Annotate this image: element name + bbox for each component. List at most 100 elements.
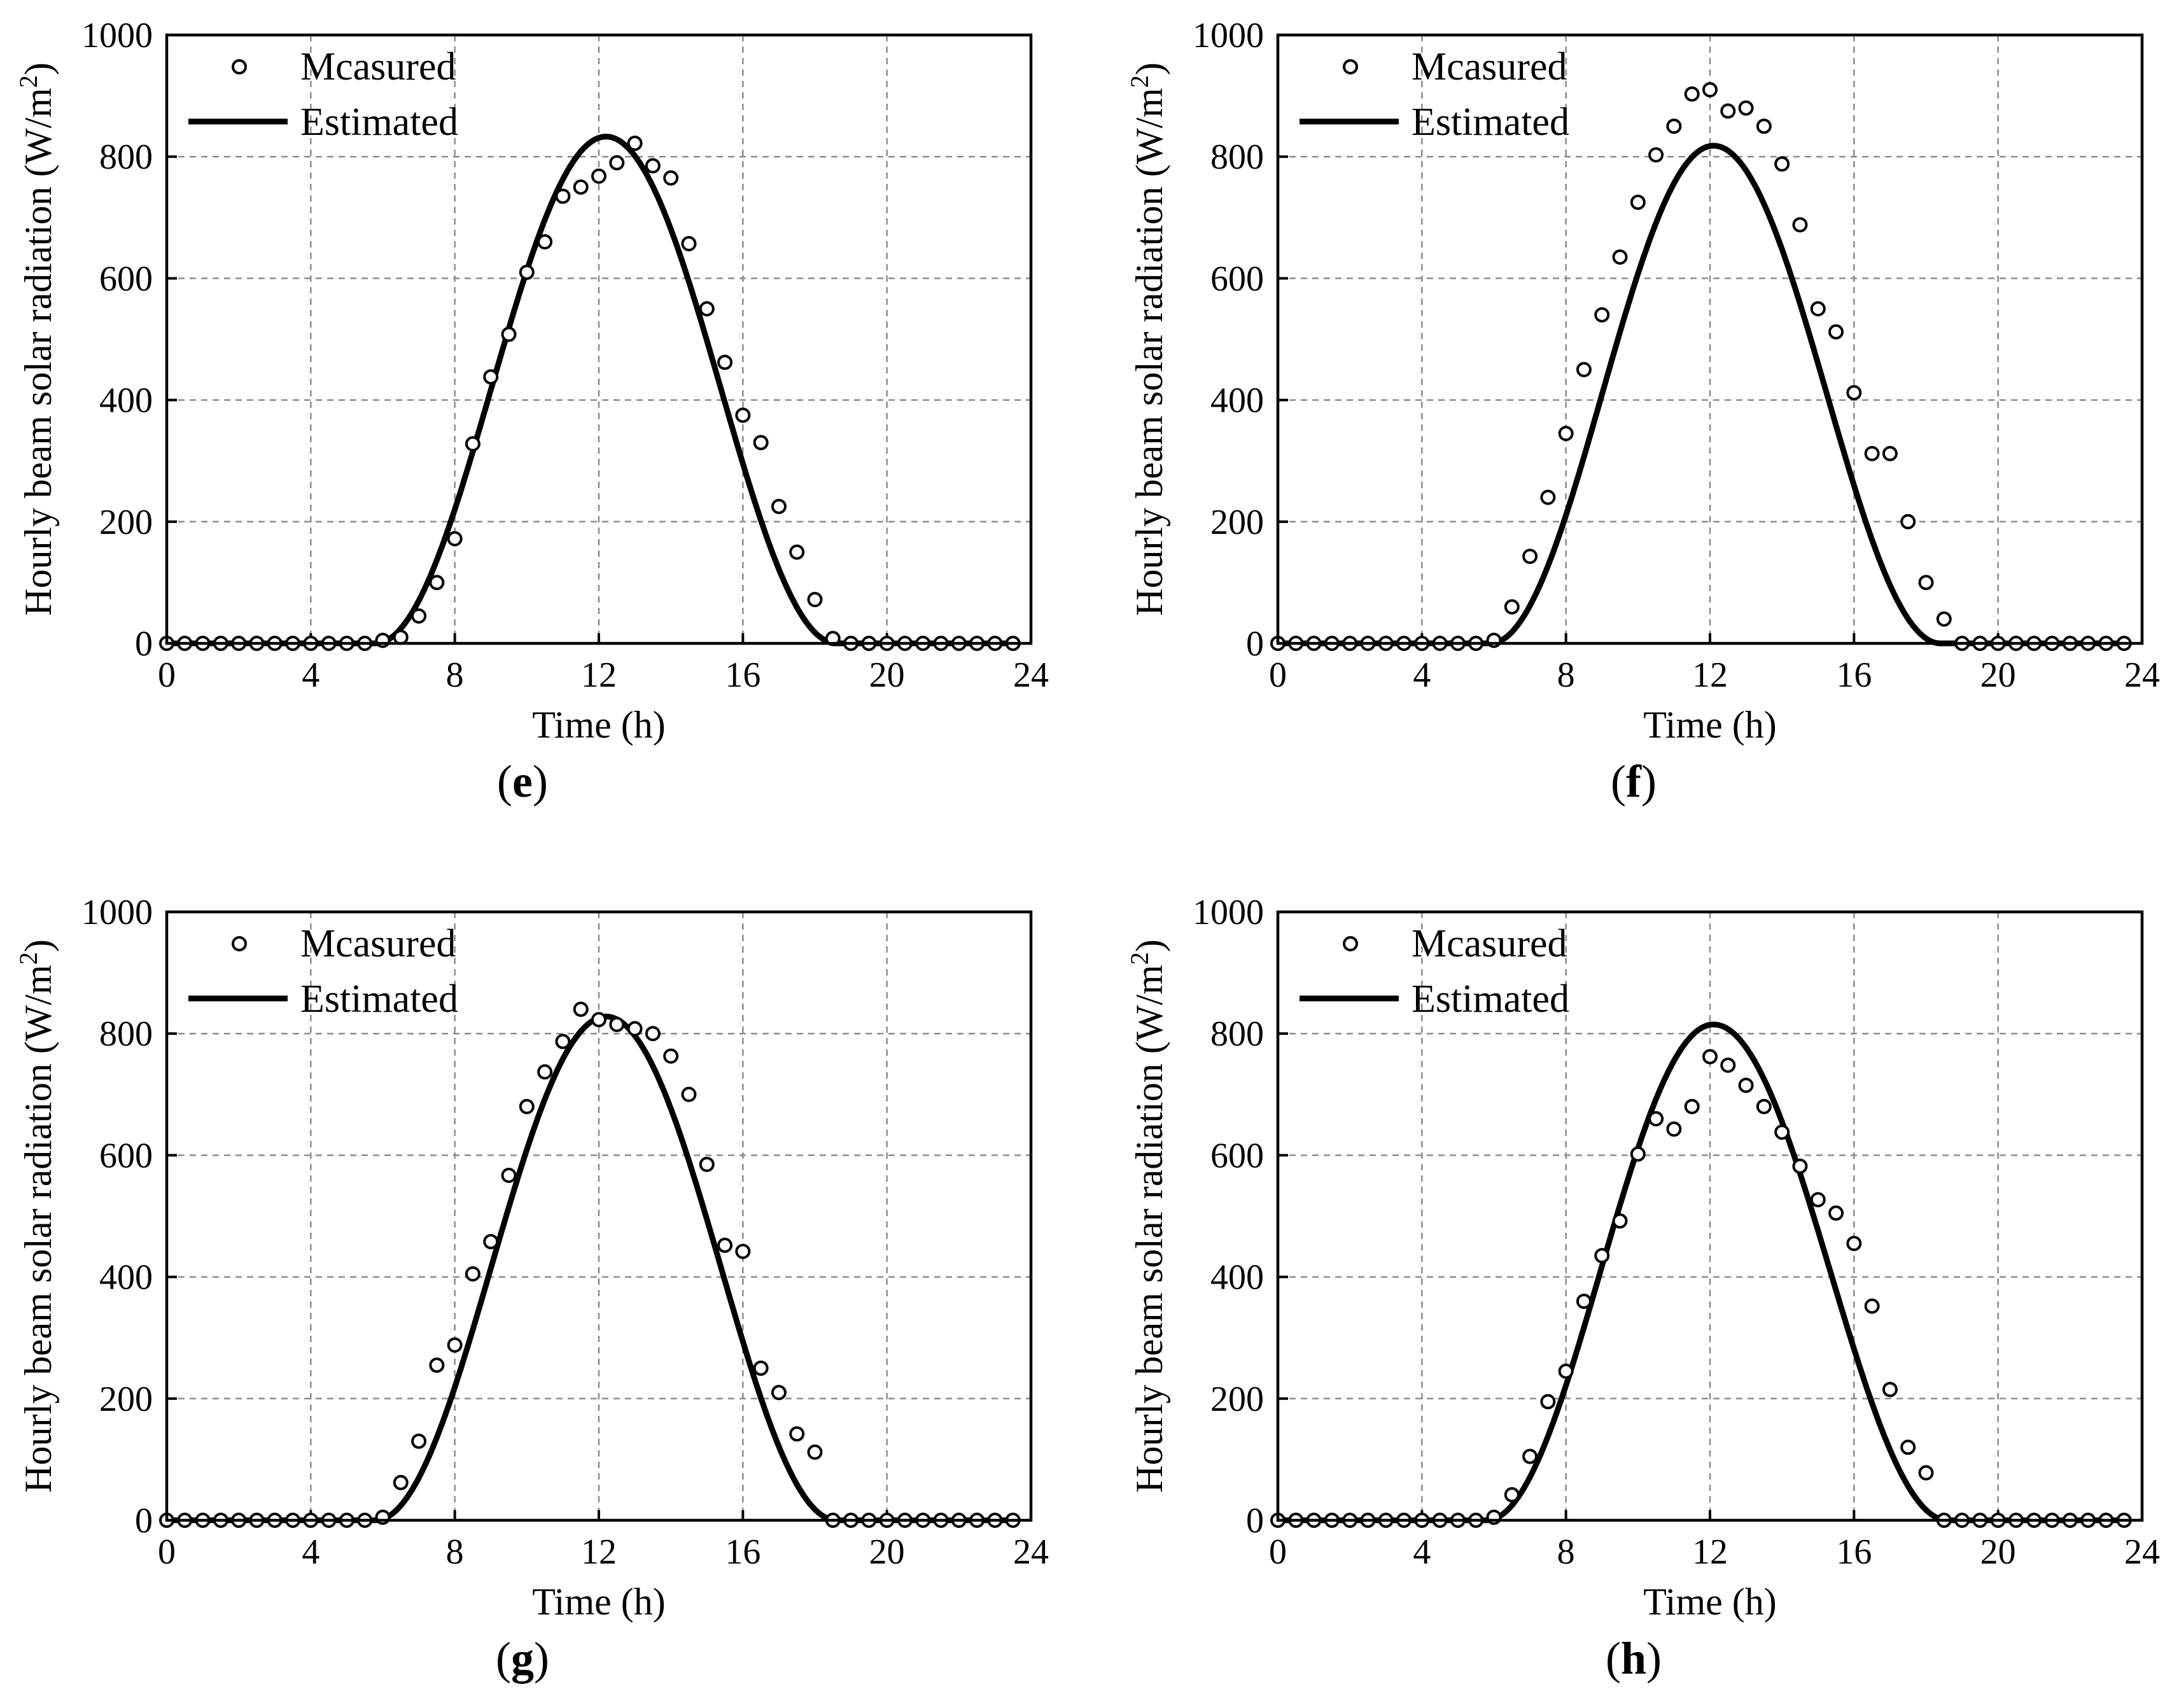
plot-frame [165, 33, 1033, 645]
measured-point [1882, 445, 1898, 461]
measured-point [1684, 1098, 1700, 1114]
measured-point [1522, 549, 1538, 564]
legend-marker-measured [1343, 936, 1358, 951]
x-tick-label: 0 [158, 655, 176, 695]
y-axis-title-main: Hourly beam solar radiation (W/m [17, 88, 59, 616]
measured-point [1684, 86, 1700, 102]
measured-point [681, 1086, 697, 1102]
measured-point [1774, 1124, 1790, 1140]
x-tick-label: 4 [302, 1532, 319, 1572]
y-tick-label: 1000 [1193, 893, 1264, 932]
measured-point [717, 354, 733, 370]
measured-point [429, 1357, 445, 1373]
measured-point [771, 498, 787, 514]
panel-label-letter: g [511, 1633, 534, 1684]
measured-point [447, 531, 463, 547]
measured-point [1558, 1363, 1574, 1379]
measured-point [1612, 249, 1628, 265]
x-tick-label: 20 [1980, 655, 2016, 695]
y-axis-title-close: ) [17, 62, 59, 75]
measured-point [1828, 1205, 1844, 1221]
panel-label-letter: e [512, 756, 533, 807]
measured-point [1540, 489, 1556, 505]
measured-point [1720, 103, 1736, 119]
panel-label-close: ) [534, 1633, 549, 1684]
measured-point [1792, 217, 1808, 233]
y-axis-title-close: ) [17, 939, 59, 952]
legend-marker-measured [232, 59, 247, 74]
measured-point [1756, 1098, 1772, 1114]
panel-label-open: ( [496, 1633, 511, 1684]
panel-label-close: ) [1641, 756, 1657, 807]
measured-point [645, 158, 661, 174]
legend-marker-measured [232, 936, 247, 951]
measured-point [519, 264, 535, 280]
x-tick-label: 0 [1269, 655, 1287, 695]
measured-point [1738, 100, 1754, 116]
measured-point [807, 592, 823, 608]
measured-point [411, 608, 427, 624]
y-tick-label: 0 [1246, 624, 1264, 664]
measured-point [789, 1426, 805, 1442]
measured-point [1774, 156, 1790, 172]
measured-point [807, 1444, 823, 1460]
chart-panel-f: 0 4 8 12 16 20 24 0 200 400 600 800 1000 Time (h) Hour… [1125, 16, 2161, 807]
x-tick-label: 24 [2124, 655, 2160, 695]
x-tick-label: 8 [1557, 655, 1575, 695]
x-tick-label: 4 [1413, 1532, 1431, 1572]
y-tick-label: 800 [99, 137, 153, 177]
panel-label: (h) [1606, 1633, 1662, 1684]
measured-point [735, 407, 751, 423]
measured-point [393, 629, 409, 645]
legend-label-measured: Mcasured [300, 45, 456, 88]
y-tick-label: 800 [1210, 137, 1264, 177]
measured-point [1810, 301, 1826, 317]
panel-label-close: ) [533, 756, 548, 807]
measured-point [627, 1021, 643, 1037]
y-tick-label: 200 [99, 503, 153, 542]
measured-point [465, 1266, 480, 1282]
x-tick-label: 16 [1836, 1532, 1872, 1572]
x-tick-label: 16 [725, 655, 760, 695]
measured-point [573, 179, 589, 195]
y-tick-label: 200 [1210, 1380, 1264, 1419]
measured-point [411, 1433, 427, 1449]
x-tick-label: 16 [725, 1532, 760, 1572]
measured-point [1828, 324, 1844, 340]
measured-point [1738, 1077, 1754, 1093]
x-tick-label: 12 [1692, 1532, 1728, 1572]
y-tick-label: 0 [1246, 1501, 1264, 1541]
legend-label-estimated: Estimated [1412, 977, 1569, 1021]
x-axis-title: Time (h) [532, 1581, 665, 1623]
chart-panel-g: 0 4 8 12 16 20 24 0 200 400 600 800 1000 Time (h) Hour… [14, 893, 1049, 1684]
plot-frame [165, 910, 1033, 1522]
x-tick-label: 0 [1269, 1532, 1287, 1572]
y-axis-title-close: ) [1128, 939, 1170, 952]
y-tick-label: 400 [99, 381, 153, 421]
measured-point [1918, 575, 1934, 591]
measured-point [1504, 1487, 1520, 1502]
x-tick-label: 12 [581, 655, 617, 695]
measured-point [1504, 599, 1520, 615]
measured-point [825, 631, 841, 647]
plot-frame [1276, 910, 2144, 1522]
measured-point [1864, 1298, 1880, 1314]
panel-label-open: ( [1606, 1633, 1621, 1684]
x-tick-label: 20 [869, 655, 905, 695]
panel-label: (f) [1611, 756, 1657, 807]
x-axis-title: Time (h) [1643, 1581, 1776, 1623]
measured-point [1648, 147, 1664, 163]
legend-label-estimated: Estimated [1412, 101, 1569, 144]
panel-label-close: ) [1646, 1633, 1662, 1684]
y-tick-label: 600 [1210, 259, 1264, 298]
measured-point [1576, 1293, 1592, 1309]
y-tick-label: 600 [1210, 1136, 1264, 1175]
measured-point [537, 234, 553, 250]
y-axis-title-superscript: 2 [14, 952, 43, 965]
chart-panel-h: 0 4 8 12 16 20 24 0 200 400 600 800 1000 Time (h) Hour… [1125, 893, 2161, 1684]
measured-point [663, 1048, 679, 1064]
measured-point [1630, 1146, 1646, 1162]
measured-point [1756, 118, 1772, 134]
x-tick-label: 24 [1013, 655, 1049, 695]
